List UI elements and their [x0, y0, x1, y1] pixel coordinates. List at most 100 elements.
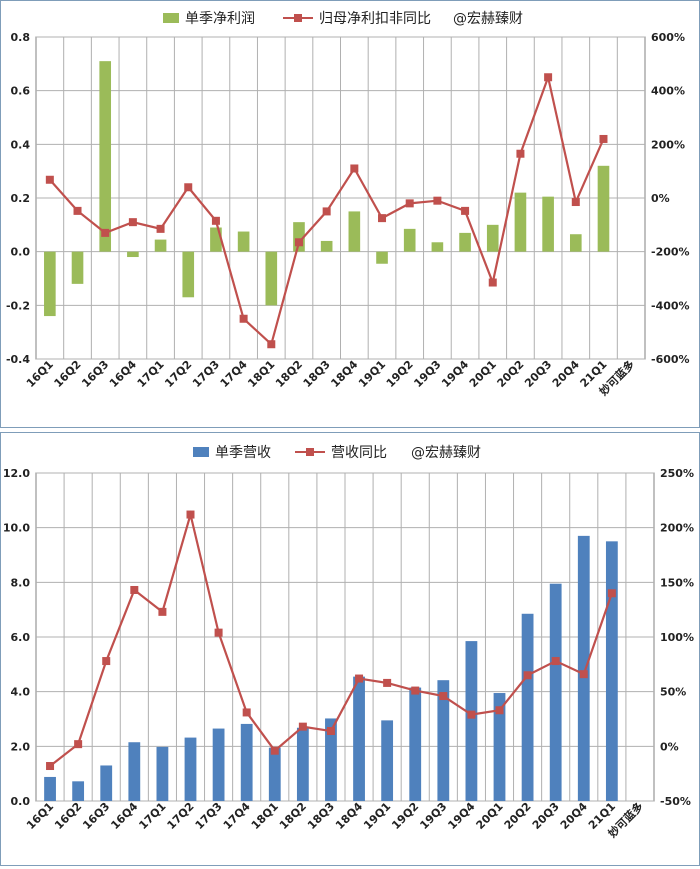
y-left-tick-label: 0.4	[11, 138, 31, 151]
line-point	[433, 196, 442, 205]
revenue-chart-panel: 单季营收 营收同比 @宏赫臻财 0.0 -50% 2.0 0% 4.0 50% 6.0 100…	[0, 432, 700, 866]
bar	[459, 232, 471, 252]
x-tick-label: 16Q2	[52, 358, 84, 390]
bar	[154, 239, 167, 252]
line-point	[461, 206, 470, 215]
bar	[486, 224, 499, 252]
bar	[569, 234, 582, 252]
bar	[240, 723, 253, 801]
y-right-tick-label: 50%	[660, 686, 686, 699]
x-tick-label: 17Q4	[218, 358, 250, 390]
x-tick-label: 19Q4	[439, 358, 471, 390]
bar	[99, 61, 112, 252]
y-left-tick-label: 0.0	[11, 795, 31, 808]
y-right-tick-label: -50%	[660, 795, 691, 808]
legend-bar-swatch	[163, 13, 179, 23]
x-tick-label: 17Q2	[162, 358, 194, 390]
y-right-tick-label: 600%	[651, 31, 685, 44]
y-left-tick-label: 4.0	[11, 686, 31, 699]
x-tick-label: 18Q1	[249, 800, 281, 832]
bar	[72, 781, 85, 801]
line-point	[46, 762, 55, 771]
x-tick-label: 20Q1	[474, 800, 506, 832]
revenue-chart: 单季营收 营收同比 @宏赫臻财 0.0 -50% 2.0 0% 4.0 50% 6.0 100…	[3, 445, 694, 840]
line-point	[544, 73, 553, 82]
x-tick-label: 16Q4	[107, 358, 139, 390]
legend-bar-label: 单季净利润	[185, 11, 255, 27]
x-tick-label: 20Q1	[467, 358, 499, 390]
bar	[521, 613, 534, 801]
bar	[597, 165, 610, 252]
line-point	[242, 708, 251, 717]
bar	[44, 776, 56, 801]
y-right-tick-label: -400%	[651, 299, 690, 312]
x-tick-label: 19Q2	[389, 800, 421, 832]
bar	[409, 687, 422, 801]
line-point	[378, 214, 387, 223]
line-point	[495, 706, 504, 715]
bar	[71, 251, 84, 284]
legend-line-marker	[306, 448, 314, 456]
bar	[293, 222, 305, 252]
y-left-tick-label: -0.4	[6, 353, 30, 366]
y-left-tick-label: 0.2	[11, 192, 31, 205]
y-left-tick-label: 6.0	[11, 631, 31, 644]
legend-line-label: 归母净利扣非同比	[319, 10, 431, 27]
y-right-tick-label: 200%	[660, 522, 694, 535]
y-right-tick-label: 0%	[660, 740, 679, 753]
bar	[296, 727, 309, 801]
line-point	[579, 670, 588, 679]
x-tick-label: 19Q2	[384, 358, 416, 390]
line-point	[211, 216, 220, 225]
legend: 单季营收 营收同比 @宏赫臻财	[193, 445, 481, 461]
net-profit-chart-panel: 单季净利润 归母净利扣非同比 @宏赫臻财 -0.4 -600% -0.2 -400% 0…	[0, 0, 700, 428]
bar	[514, 192, 527, 252]
y-left-tick-label: 0.0	[11, 246, 31, 259]
line-point	[355, 674, 364, 683]
y-right-tick-label: -600%	[651, 353, 690, 366]
x-tick-label: 20Q2	[495, 358, 527, 390]
y-left-tick-label: 12.0	[3, 467, 30, 480]
y-left-tick-label: -0.2	[6, 299, 30, 312]
line-point	[607, 589, 616, 598]
x-tick-label: 16Q4	[108, 800, 140, 832]
x-tick-label: 20Q3	[522, 358, 554, 390]
x-tick-label: 18Q4	[328, 358, 360, 390]
bar	[100, 765, 113, 801]
line-point	[439, 692, 448, 701]
line-point	[571, 198, 580, 207]
y-right-tick-label: 0%	[651, 192, 670, 205]
bar	[605, 541, 618, 801]
x-tick-label: 20Q4	[550, 358, 582, 390]
x-tick-label: 18Q2	[273, 358, 305, 390]
x-tick-label: 18Q3	[301, 358, 333, 390]
line-point	[411, 686, 420, 695]
plot-area: -0.4 -600% -0.2 -400% 0.0 -200% 0.2 0% 0.4 200% 0.…	[6, 31, 690, 398]
line-point	[383, 678, 392, 687]
line-point	[184, 183, 193, 192]
bar	[577, 535, 590, 801]
line-point	[322, 207, 331, 216]
line-point	[488, 278, 497, 287]
x-tick-label: 17Q1	[135, 358, 167, 390]
bar	[348, 211, 361, 252]
line-point	[101, 228, 110, 237]
line-point	[298, 722, 307, 731]
y-right-tick-label: 100%	[660, 631, 694, 644]
line-point	[516, 149, 525, 158]
y-left-tick-label: 0.8	[11, 31, 31, 44]
x-tick-label: 19Q3	[417, 800, 449, 832]
line-point	[599, 134, 608, 143]
line-point	[239, 314, 248, 323]
legend-line-marker	[294, 14, 302, 22]
line-point	[294, 238, 303, 247]
legend: 单季净利润 归母净利扣非同比 @宏赫臻财	[163, 10, 523, 27]
y-right-tick-label: 200%	[651, 138, 685, 151]
line-point	[467, 710, 476, 719]
x-tick-label: 17Q2	[165, 800, 197, 832]
line-point	[551, 657, 560, 666]
line-point	[350, 164, 359, 173]
line-point	[45, 175, 54, 184]
bar	[156, 746, 169, 801]
line-point	[130, 585, 139, 594]
